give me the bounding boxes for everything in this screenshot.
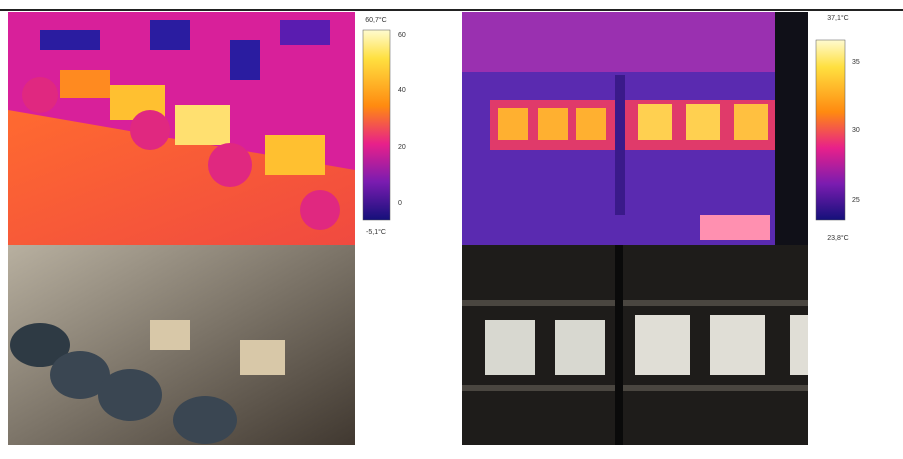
color-scale-right: 37,1°C 35 30 25 23,8°C	[816, 14, 860, 242]
scale-tick: 25	[852, 197, 860, 204]
scale-min: -5,1°C	[366, 228, 386, 236]
scale-tick: 30	[852, 127, 860, 134]
scale-tick: 20	[398, 144, 406, 151]
scale-max: 37,1°C	[827, 14, 848, 22]
scale-max: 60,7°C	[365, 16, 386, 24]
photo-left	[8, 245, 355, 445]
scale-min: 23,8°C	[827, 234, 848, 242]
scale-tick: 60	[398, 32, 406, 39]
color-scale-left: 60,7°C 60 40 20 0 -5,1°C	[363, 16, 406, 236]
scale-tick: 0	[398, 200, 402, 207]
photo-right	[462, 245, 808, 445]
scale-tick: 35	[852, 59, 860, 66]
thermal-image-left	[8, 12, 355, 245]
thermal-image-right	[462, 12, 808, 245]
scale-tick: 40	[398, 87, 406, 94]
screenshot: 60,7°C 60 40 20 0 -5,1°C 37,1°C 35	[0, 0, 903, 454]
